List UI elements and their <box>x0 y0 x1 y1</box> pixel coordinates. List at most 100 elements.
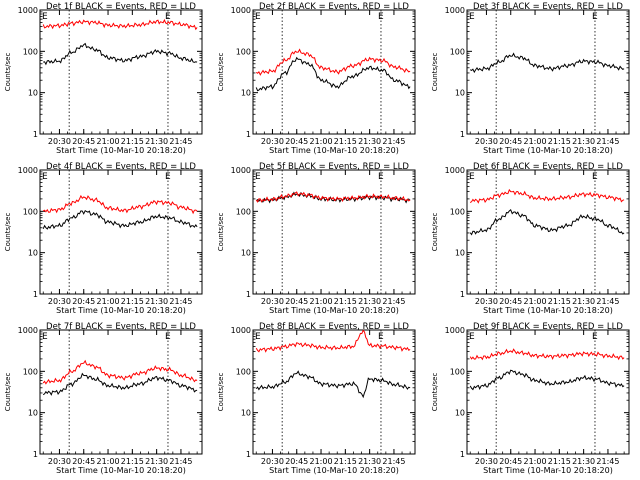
y-axis-label: Counts/sec <box>4 53 12 92</box>
y-tick-label: 1 <box>33 290 38 299</box>
y-tick-label: 100 <box>450 47 465 56</box>
panel-1: Det 1f BLACK = Events, RED = LLD Counts/s… <box>4 2 203 155</box>
y-tick-label: 10 <box>28 249 38 258</box>
y-tick-label: 1 <box>246 450 251 459</box>
x-tick-label: 21:00 <box>524 297 547 306</box>
panel-4: Det 4f BLACK = Events, RED = LLD Counts/s… <box>4 162 203 315</box>
x-tick-label: 21:30 <box>358 457 381 466</box>
y-axis-label: Counts/sec <box>431 373 439 412</box>
events-series-line <box>469 369 625 391</box>
x-axis-label: Start Time (10-Mar-10 20:18:20) <box>269 466 399 475</box>
y-tick-label: 100 <box>23 207 38 216</box>
x-tick-label: 20:30 <box>475 457 498 466</box>
panel-title: Det 4f BLACK = Events, RED = LLD <box>46 162 196 172</box>
y-tick-label: 100 <box>450 367 465 376</box>
x-tick-label: 20:30 <box>475 297 498 306</box>
y-axis-label: Counts/sec <box>217 53 225 92</box>
panel-9: Det 9f BLACK = Events, RED = LLD Counts/s… <box>431 322 630 475</box>
y-tick-label: 1000 <box>231 326 251 335</box>
y-tick-label: 100 <box>236 207 251 216</box>
y-axis-label: Counts/sec <box>4 213 12 252</box>
x-tick-label: 21:30 <box>572 137 595 146</box>
event-marker-label: E <box>592 172 598 182</box>
events-series-line <box>255 191 411 204</box>
y-tick-label: 1000 <box>445 326 465 335</box>
x-tick-label: 20:30 <box>475 137 498 146</box>
x-tick-label: 21:45 <box>382 137 405 146</box>
y-tick-label: 1 <box>246 290 251 299</box>
x-tick-label: 21:15 <box>334 137 357 146</box>
panel-title: Det 2f BLACK = Events, RED = LLD <box>259 2 409 12</box>
event-marker-label: E <box>378 12 384 22</box>
panel-frame <box>39 329 203 455</box>
y-tick-label: 10 <box>28 89 38 98</box>
x-axis-label: Start Time (10-Mar-10 20:18:20) <box>483 146 613 155</box>
y-tick-label: 10 <box>28 409 38 418</box>
y-tick-label: 10 <box>455 249 465 258</box>
y-tick-label: 1000 <box>18 326 38 335</box>
panel-frame <box>252 169 416 295</box>
x-axis-label: Start Time (10-Mar-10 20:18:20) <box>56 146 186 155</box>
x-tick-label: 21:45 <box>596 137 619 146</box>
x-tick-label: 21:30 <box>145 297 168 306</box>
x-tick-label: 20:30 <box>48 457 71 466</box>
x-tick-label: 20:45 <box>72 297 95 306</box>
event-marker-label: E <box>255 332 261 342</box>
x-tick-label: 21:00 <box>310 457 333 466</box>
event-marker-label: E <box>165 332 171 342</box>
y-tick-label: 1000 <box>231 6 251 15</box>
y-axis-label: Counts/sec <box>431 213 439 252</box>
y-tick-label: 1000 <box>18 6 38 15</box>
y-tick-label: 1 <box>460 450 465 459</box>
events-series-line <box>255 56 411 92</box>
x-tick-label: 21:45 <box>382 457 405 466</box>
x-tick-label: 21:00 <box>524 457 547 466</box>
y-tick-label: 1000 <box>445 166 465 175</box>
panel-title: Det 7f BLACK = Events, RED = LLD <box>46 322 196 332</box>
panel-7: Det 7f BLACK = Events, RED = LLD Counts/s… <box>4 322 203 475</box>
event-marker-label: E <box>469 12 475 22</box>
x-tick-label: 21:30 <box>358 137 381 146</box>
x-axis-label: Start Time (10-Mar-10 20:18:20) <box>483 306 613 315</box>
x-tick-label: 20:30 <box>261 137 284 146</box>
y-axis-label: Counts/sec <box>4 373 12 412</box>
x-tick-label: 21:00 <box>310 137 333 146</box>
x-tick-label: 21:30 <box>572 457 595 466</box>
y-tick-label: 100 <box>236 47 251 56</box>
events-series-line <box>43 42 198 66</box>
x-tick-label: 20:30 <box>261 457 284 466</box>
x-tick-label: 21:45 <box>382 297 405 306</box>
panel-frame <box>466 169 630 295</box>
x-tick-label: 21:30 <box>572 297 595 306</box>
event-marker-label: E <box>592 12 598 22</box>
x-tick-label: 21:15 <box>121 457 144 466</box>
x-tick-label: 21:45 <box>596 297 619 306</box>
y-tick-label: 100 <box>236 367 251 376</box>
y-axis-label: Counts/sec <box>217 213 225 252</box>
event-marker-label: E <box>255 12 261 22</box>
events-series-line <box>42 210 198 230</box>
panel-3: Det 3f BLACK = Events, RED = LLD Counts/s… <box>431 2 630 155</box>
x-tick-label: 20:45 <box>72 137 95 146</box>
y-tick-label: 1 <box>460 290 465 299</box>
lld-series-line <box>255 329 411 353</box>
x-tick-label: 21:00 <box>97 457 120 466</box>
panel-5: Det 5f BLACK = Events, RED = LLD Counts/s… <box>217 162 416 315</box>
x-tick-label: 21:30 <box>358 297 381 306</box>
x-tick-label: 21:15 <box>548 137 571 146</box>
panel-frame <box>39 9 203 135</box>
panel-frame <box>466 329 630 455</box>
x-tick-label: 20:45 <box>285 137 308 146</box>
x-tick-label: 21:00 <box>97 137 120 146</box>
lld-series-line <box>469 348 625 361</box>
x-tick-label: 21:45 <box>596 457 619 466</box>
event-marker-label: E <box>592 332 598 342</box>
panel-title: Det 1f BLACK = Events, RED = LLD <box>46 2 196 12</box>
events-series-line <box>255 370 411 399</box>
y-tick-label: 10 <box>241 89 251 98</box>
event-marker-label: E <box>469 172 475 182</box>
panel-title: Det 5f BLACK = Events, RED = LLD <box>259 162 409 172</box>
lld-series-line <box>42 194 198 215</box>
events-series-line <box>42 372 198 396</box>
